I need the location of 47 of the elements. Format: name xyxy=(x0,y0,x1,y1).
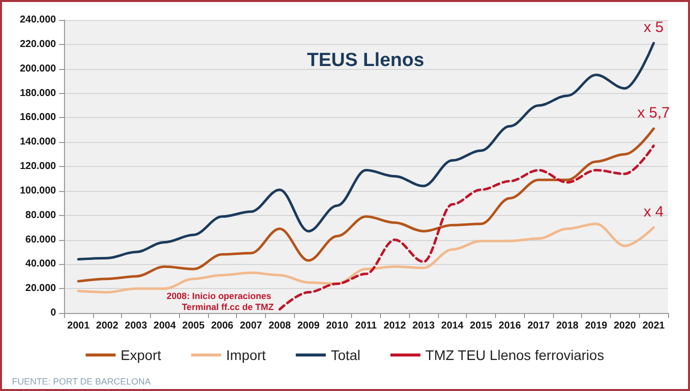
line-series xyxy=(77,127,655,283)
y-tick-label: 140.000 xyxy=(20,136,56,148)
line-series xyxy=(278,144,655,311)
x-tick-label: 2003 xyxy=(124,320,148,332)
x-tick-label: 2021 xyxy=(642,320,666,332)
x-tick-label: 2002 xyxy=(96,320,119,332)
legend-label: Import xyxy=(226,347,266,363)
x-tick-label: 2018 xyxy=(556,320,579,332)
y-tick-label: 60.000 xyxy=(25,234,56,246)
x-tick-label: 2009 xyxy=(297,320,320,332)
legend-label: Total xyxy=(330,347,360,363)
x-tick-label: 2019 xyxy=(584,320,608,332)
source-note: FUENTE: PORT DE BARCELONA xyxy=(12,376,151,386)
x-tick-label: 2020 xyxy=(614,320,636,332)
y-tick-label: 180.000 xyxy=(20,88,56,99)
x-tick-label: 2015 xyxy=(470,320,493,332)
x-tick-label: 2012 xyxy=(384,320,406,332)
y-tick-label: 100.000 xyxy=(20,185,56,196)
y-tick-label: 200.000 xyxy=(20,63,56,74)
line-series xyxy=(77,222,655,294)
x-tick-label: 2001 xyxy=(67,320,90,332)
legend-label: Export xyxy=(120,347,162,363)
x-tick-label: 2011 xyxy=(355,320,378,332)
x-tick-label: 2013 xyxy=(412,320,436,332)
x-tick-label: 2007 xyxy=(240,320,263,332)
annotation: x 5,7 xyxy=(637,104,670,122)
legend-label: TMZ TEU Llenos ferroviarios xyxy=(425,347,604,363)
x-tick-label: 2006 xyxy=(211,320,234,332)
y-tick-label: 20.000 xyxy=(25,283,56,294)
annotation: x 4 xyxy=(644,204,664,221)
x-tick-label: 2008 xyxy=(268,320,292,332)
y-tick-label: 40.000 xyxy=(25,258,56,270)
y-tick-label: 240.000 xyxy=(20,14,56,26)
y-tick-label: 0 xyxy=(50,308,56,318)
x-tick-label: 2017 xyxy=(527,320,550,332)
x-tick-label: 2010 xyxy=(326,320,349,332)
y-tick-label: 220.000 xyxy=(20,38,56,50)
y-tick-label: 80.000 xyxy=(25,210,56,221)
y-tick-label: 120.000 xyxy=(20,161,56,172)
annotation: 2008: Inicio operaciones Terminal ff.cc de TMZ xyxy=(166,290,274,312)
annotation: x 5 xyxy=(644,19,664,36)
text: TEUS Llenos xyxy=(307,50,424,71)
x-tick-label: 2004 xyxy=(154,320,176,332)
x-tick-label: 2005 xyxy=(182,320,205,332)
x-tick-label: 2014 xyxy=(441,320,464,332)
x-tick-label: 2016 xyxy=(498,320,522,332)
y-tick-label: 160.000 xyxy=(20,112,56,124)
